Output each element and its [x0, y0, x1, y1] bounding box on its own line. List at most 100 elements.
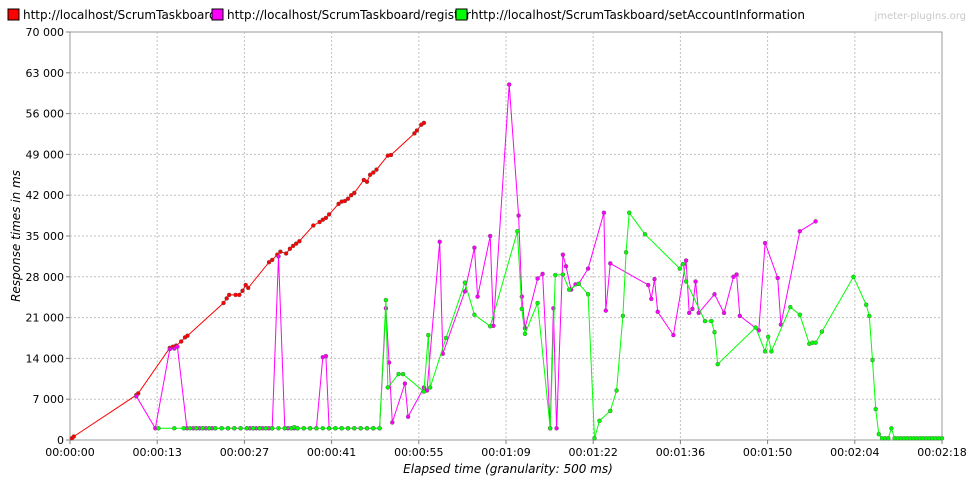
series-2-point	[734, 272, 739, 277]
series-2-point	[167, 346, 173, 352]
series-3-point	[358, 426, 363, 431]
series-1-point	[266, 260, 272, 265]
series-2-point	[437, 239, 442, 245]
series-3-point	[333, 426, 338, 431]
series-1-point	[349, 192, 354, 198]
series-3-point	[515, 229, 520, 234]
series-3-point	[396, 371, 401, 377]
series-3-point	[232, 426, 237, 431]
series-3-point	[762, 349, 768, 354]
series-2-point	[507, 82, 512, 87]
series-3-point	[567, 287, 572, 292]
series-2-point	[554, 426, 559, 431]
series-1-point	[374, 167, 379, 172]
series-2-point	[462, 289, 468, 294]
series-1-point	[326, 212, 332, 217]
series-2-point	[601, 210, 607, 215]
legend-entry-series-2[interactable]: http://localhost/ScrumTaskboard/register	[211, 8, 471, 22]
series-2-point	[775, 275, 780, 281]
series-3-point	[364, 426, 370, 431]
series-3-point	[314, 426, 319, 431]
y-axis-title: Response times in ms	[9, 170, 23, 302]
x-tick-label: 00:00:27	[220, 446, 269, 459]
series-3-point	[683, 279, 689, 284]
series-2-point	[551, 306, 556, 311]
series-1-point	[412, 131, 417, 136]
series-3-point	[519, 306, 524, 312]
series-1-point	[243, 282, 248, 288]
series-2-point	[405, 414, 411, 419]
x-tick-label: 00:02:18	[917, 446, 966, 459]
series-3-point	[597, 418, 602, 423]
series-2-point	[603, 308, 608, 313]
series-3-point	[244, 426, 250, 431]
series-1-point	[270, 257, 275, 263]
series-3-point	[225, 426, 231, 431]
series-2-point	[175, 344, 180, 349]
series-3-point	[421, 389, 427, 394]
series-3-point	[307, 426, 313, 431]
series-3-point	[766, 334, 771, 339]
x-tick-label: 00:00:55	[394, 446, 443, 459]
series-3-point	[939, 436, 945, 441]
legend-label-series-2: http://localhost/ScrumTaskboard/register	[227, 8, 471, 22]
legend: http://localhost/ScrumTaskboard/ http://…	[7, 8, 805, 22]
series-2-point	[276, 254, 281, 259]
series-1-point	[71, 434, 77, 439]
series-1-point	[421, 120, 427, 126]
y-tick-label: 49 000	[26, 148, 65, 161]
series-3-point	[886, 436, 891, 441]
series-3-point	[889, 426, 894, 431]
series-1-point	[245, 285, 251, 291]
series-2-point	[687, 310, 692, 316]
legend-swatch-series-2	[211, 8, 224, 21]
series-2-point	[516, 213, 521, 218]
series-3	[156, 210, 945, 441]
series-3-point	[428, 385, 433, 390]
series-2-point	[519, 294, 524, 299]
legend-entry-series-3[interactable]: http://localhost/ScrumTaskboard/setAccou…	[455, 8, 805, 22]
series-1-point	[342, 198, 348, 204]
y-tick-label: 35 000	[26, 230, 65, 243]
series-3-point	[560, 272, 566, 277]
series-3-point	[851, 274, 856, 279]
series-2-point	[649, 296, 654, 302]
y-tick-label: 63 000	[26, 67, 65, 80]
series-3-point	[238, 426, 243, 431]
series-2-point	[475, 294, 480, 299]
series-1-point	[336, 201, 341, 207]
series-3-point	[181, 426, 186, 431]
x-tick-label: 00:01:50	[743, 446, 792, 459]
series-3-point	[709, 318, 714, 324]
series-1-point	[233, 292, 238, 298]
series-3-point	[352, 426, 357, 431]
series-3-point	[642, 232, 648, 237]
series-3-point	[535, 300, 540, 306]
series-3-point	[876, 432, 881, 437]
y-tick-label: 7 000	[33, 393, 65, 406]
series-3-point	[576, 281, 581, 286]
series-2-point	[671, 332, 676, 338]
series-2-point	[563, 264, 569, 269]
series-3-point	[339, 426, 344, 431]
x-axis-title: Elapsed time (granularity: 500 ms)	[403, 462, 613, 476]
series-1-point	[287, 246, 293, 252]
series-2-point	[652, 276, 657, 282]
x-axis-ticks: 00:00:00 00:00:13 00:00:27 00:00:41 00:00:55…	[45, 440, 967, 459]
x-tick-label: 00:02:04	[830, 446, 879, 459]
series-2-point	[655, 309, 660, 314]
series-3-point	[870, 357, 875, 363]
series-1-point	[414, 128, 420, 133]
series-1-point	[297, 238, 302, 244]
series-3-point	[864, 302, 869, 307]
series-2-point	[608, 261, 613, 266]
series-3-point	[585, 292, 591, 297]
series-3-point	[263, 426, 269, 431]
series-3-point	[194, 426, 199, 431]
series-2-point	[762, 240, 768, 246]
legend-entry-series-1[interactable]: http://localhost/ScrumTaskboard/	[7, 8, 222, 22]
series-3-point	[769, 349, 774, 354]
series-3-point	[172, 426, 177, 431]
series-3-point	[680, 261, 686, 267]
